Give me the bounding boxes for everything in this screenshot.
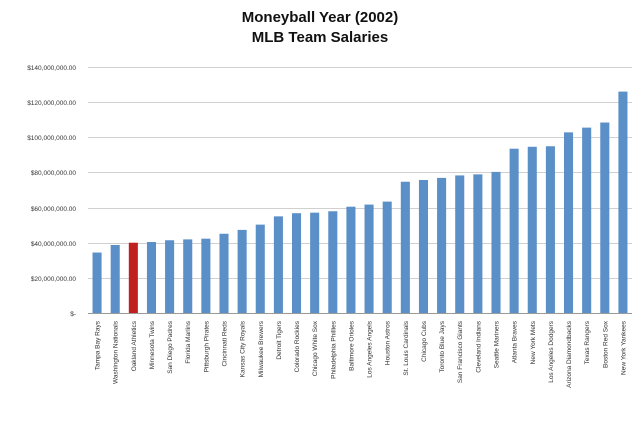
bar xyxy=(400,181,410,313)
y-tick-label: $40,000,000.00 xyxy=(31,241,77,248)
x-tick-label: Chicago Cubs xyxy=(421,320,428,362)
bar xyxy=(310,212,320,313)
bar xyxy=(92,252,102,313)
y-tick-label: $- xyxy=(70,311,76,318)
x-tick-label: Pittsburgh Pirates xyxy=(203,320,210,372)
bar xyxy=(273,216,283,313)
x-tick-label: Los Angeles Dodgers xyxy=(548,320,555,383)
x-tick-label: Boston Red Sox xyxy=(602,320,609,368)
bar xyxy=(292,213,302,313)
x-tick-label: Chicago White Sox xyxy=(312,320,319,376)
x-tick-label: St. Louis Cardinals xyxy=(403,320,410,375)
bar xyxy=(382,201,392,313)
x-tick-label: Philadelphia Phillies xyxy=(330,320,337,379)
chart-subtitle: MLB Team Salaries xyxy=(251,29,389,46)
bars xyxy=(92,91,628,314)
y-axis-ticks: $- $20,000,000.00 $40,000,000.00 $60,000,00… xyxy=(27,65,76,318)
chart-title: Moneyball Year (2002) xyxy=(241,9,399,26)
x-tick-label: Houston Astros xyxy=(385,320,392,365)
x-tick-label: Washington Nationals xyxy=(113,320,120,384)
x-tick-label: Minnesota Twins xyxy=(149,320,156,369)
bar xyxy=(418,179,428,313)
gridlines xyxy=(88,67,632,314)
x-tick-label: Colorado Rockies xyxy=(294,320,301,372)
bar xyxy=(618,91,628,313)
x-tick-label: New York Mets xyxy=(530,320,537,364)
x-tick-label: Kansas City Royals xyxy=(240,320,247,377)
bar xyxy=(437,177,447,313)
bar-highlighted xyxy=(128,242,138,313)
bar xyxy=(564,132,574,313)
x-tick-label: Baltimore Orioles xyxy=(348,320,355,371)
bar xyxy=(346,206,356,313)
bar xyxy=(473,174,483,313)
bar xyxy=(545,146,555,313)
x-tick-label: San Francisco Giants xyxy=(457,320,464,383)
bar xyxy=(582,127,592,314)
bar xyxy=(146,242,156,313)
x-tick-label: Arizona Diamondbacks xyxy=(566,320,573,388)
y-tick-label: $60,000,000.00 xyxy=(31,206,77,213)
bar xyxy=(455,175,465,313)
x-tick-label: Toronto Blue Jays xyxy=(439,320,446,372)
chart-title-block: Moneyball Year (2002) MLB Team Salaries xyxy=(0,8,640,48)
x-axis-ticks: Tampa Bay Rays Washington Nationals Oaklan… xyxy=(95,320,628,388)
x-tick-label: Tampa Bay Rays xyxy=(95,320,102,370)
bar xyxy=(110,245,120,313)
y-tick-label: $20,000,000.00 xyxy=(31,276,77,283)
y-tick-label: $80,000,000.00 xyxy=(31,170,77,177)
y-tick-label: $120,000,000.00 xyxy=(27,100,76,107)
x-tick-label: Florida Marlins xyxy=(185,320,192,363)
bar xyxy=(165,240,175,313)
bar xyxy=(219,233,229,313)
bar xyxy=(237,229,247,313)
y-tick-label: $100,000,000.00 xyxy=(27,135,76,142)
bar xyxy=(491,171,501,313)
x-tick-label: Texas Rangers xyxy=(584,320,591,364)
bar xyxy=(364,204,374,313)
bar xyxy=(183,239,193,313)
y-tick-label: $140,000,000.00 xyxy=(27,65,76,72)
x-tick-label: Atlanta Braves xyxy=(512,320,519,363)
x-tick-label: Detroit Tigers xyxy=(276,320,283,359)
x-tick-label: Oakland Athletics xyxy=(131,320,138,371)
x-tick-label: New York Yankees xyxy=(620,320,627,375)
bar xyxy=(527,146,537,313)
x-tick-label: Cleveland Indians xyxy=(475,320,482,372)
bar xyxy=(509,148,519,313)
bar xyxy=(328,211,338,313)
bar xyxy=(600,122,610,313)
bar xyxy=(255,224,265,313)
x-tick-label: San Diego Padres xyxy=(167,320,174,374)
x-tick-label: Los Angeles Angels xyxy=(367,320,374,377)
x-tick-label: Milwaukee Brewers xyxy=(258,320,265,377)
x-tick-label: Seattle Mariners xyxy=(494,320,501,368)
x-tick-label: Cincinnati Reds xyxy=(222,320,229,366)
bar xyxy=(201,238,211,313)
